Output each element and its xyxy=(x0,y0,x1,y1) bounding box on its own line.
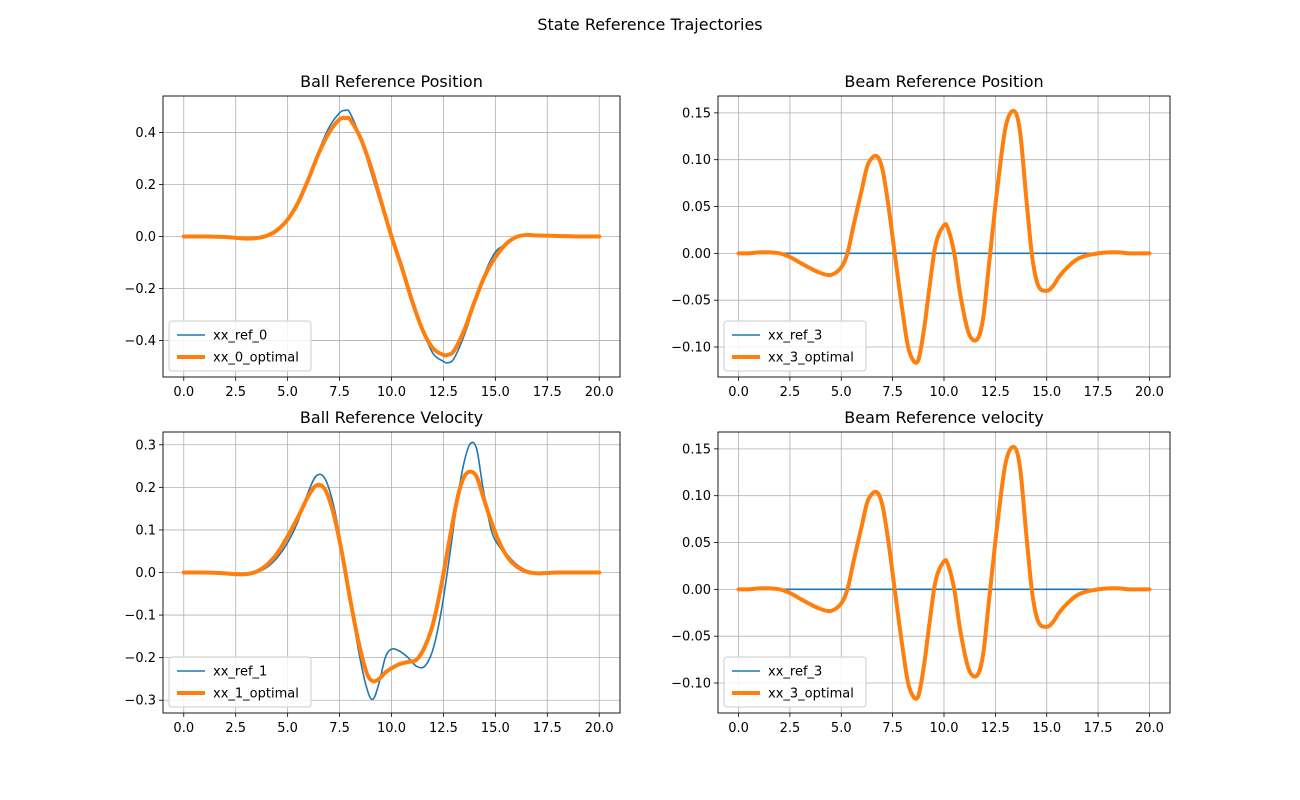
x-tick-label: 12.5 xyxy=(429,721,458,736)
subplot-1: 0.0 2.5 5.0 7.5 10.0 12.5 15.0 17.5 20.0 −0.4 −0.2… xyxy=(124,72,621,400)
x-tick-label: 0.0 xyxy=(173,385,194,400)
x-tick-label: 7.5 xyxy=(882,385,903,400)
series-group xyxy=(736,444,1152,701)
x-tick-label: 5.0 xyxy=(831,385,852,400)
x-tick-label: 7.5 xyxy=(882,721,903,736)
x-tick-label: 15.0 xyxy=(1032,385,1061,400)
y-tick-label: 0.3 xyxy=(135,438,156,453)
subplot-title: Ball Reference Velocity xyxy=(300,408,483,427)
x-tick-label: 12.5 xyxy=(981,721,1010,736)
legend: xx_ref_3 xx_3_optimal xyxy=(723,320,867,372)
x-tick-label: 10.0 xyxy=(930,385,959,400)
x-tick-label: 20.0 xyxy=(585,385,614,400)
legend-label: xx_3_optimal xyxy=(768,687,854,702)
legend: xx_ref_0 xx_0_optimal xyxy=(168,320,312,372)
x-tick-label: 2.5 xyxy=(225,721,246,736)
y-tick-label: 0.00 xyxy=(682,583,711,598)
x-tick-label: 5.0 xyxy=(277,721,298,736)
x-tick-label: 7.5 xyxy=(329,721,350,736)
x-tick-label: 17.5 xyxy=(533,385,562,400)
series-line-xx_1_optimal xyxy=(181,469,602,684)
subplot-title: Beam Reference velocity xyxy=(844,408,1043,427)
x-tick-label: 15.0 xyxy=(1032,721,1061,736)
x-tick-label: 0.0 xyxy=(173,721,194,736)
y-tick-label: −0.4 xyxy=(124,334,156,349)
y-tick-label: 0.0 xyxy=(135,566,156,581)
x-tick-label: 17.5 xyxy=(1084,385,1113,400)
series-group xyxy=(181,109,602,364)
x-tick-label: 0.0 xyxy=(728,721,749,736)
x-tick-label: 12.5 xyxy=(981,385,1010,400)
legend-label: xx_1_optimal xyxy=(213,687,299,702)
axes-frame xyxy=(162,95,621,378)
x-tick-label: 20.0 xyxy=(1135,721,1164,736)
x-tick-label: 2.5 xyxy=(225,385,246,400)
x-tick-label: 2.5 xyxy=(780,721,801,736)
subplot-3: 0.0 2.5 5.0 7.5 10.0 12.5 15.0 17.5 20.0 −0.3 −0.2… xyxy=(124,408,621,736)
axes-frame xyxy=(717,95,1171,378)
x-tick-label: 12.5 xyxy=(429,385,458,400)
series-line-xx_3_optimal xyxy=(736,108,1152,365)
legend-label: xx_3_optimal xyxy=(768,351,854,366)
x-tick-label: 17.5 xyxy=(533,721,562,736)
subplots: 0.0 2.5 5.0 7.5 10.0 12.5 15.0 17.5 20.0 −0.4 −0.2… xyxy=(124,72,1171,736)
x-tick-label: 17.5 xyxy=(1084,721,1113,736)
x-tick-label: 20.0 xyxy=(585,721,614,736)
x-tick-label: 5.0 xyxy=(277,385,298,400)
y-tick-label: 0.05 xyxy=(682,536,711,551)
subplot-2: 0.0 2.5 5.0 7.5 10.0 12.5 15.0 17.5 20.0 −0.10 −0.… xyxy=(671,72,1171,400)
x-tick-label: 7.5 xyxy=(329,385,350,400)
series-line-xx_0_optimal xyxy=(181,115,602,358)
y-tick-label: −0.1 xyxy=(124,609,156,624)
y-tick-label: 0.0 xyxy=(135,230,156,245)
y-tick-label: −0.10 xyxy=(671,341,711,356)
series-line-xx_3_optimal xyxy=(736,444,1152,701)
legend-label: xx_ref_0 xyxy=(213,329,267,344)
axes-frame xyxy=(717,431,1171,714)
x-tick-label: 15.0 xyxy=(481,721,510,736)
legend-label: xx_ref_3 xyxy=(768,329,822,344)
y-tick-label: −0.2 xyxy=(124,651,156,666)
figure-title: State Reference Trajectories xyxy=(537,15,762,34)
subplot-4: 0.0 2.5 5.0 7.5 10.0 12.5 15.0 17.5 20.0 −0.10 −0.… xyxy=(671,408,1171,736)
x-tick-label: 15.0 xyxy=(481,385,510,400)
y-tick-label: −0.05 xyxy=(671,630,711,645)
series-group xyxy=(736,108,1152,365)
y-tick-label: −0.10 xyxy=(671,677,711,692)
legend-label: xx_0_optimal xyxy=(213,351,299,366)
subplot-title: Beam Reference Position xyxy=(844,72,1043,91)
x-tick-label: 5.0 xyxy=(831,721,852,736)
x-tick-label: 10.0 xyxy=(377,721,406,736)
x-tick-label: 10.0 xyxy=(377,385,406,400)
y-tick-label: 0.2 xyxy=(135,481,156,496)
y-tick-label: 0.1 xyxy=(135,523,156,538)
y-tick-label: 0.10 xyxy=(682,489,711,504)
x-tick-label: 20.0 xyxy=(1135,385,1164,400)
y-tick-label: 0.05 xyxy=(682,200,711,215)
y-tick-label: −0.3 xyxy=(124,694,156,709)
y-tick-label: 0.15 xyxy=(682,442,711,457)
y-tick-label: 0.2 xyxy=(135,178,156,193)
legend: xx_ref_1 xx_1_optimal xyxy=(168,656,312,708)
axes-frame xyxy=(162,431,621,714)
legend-label: xx_ref_3 xyxy=(768,665,822,680)
x-tick-label: 0.0 xyxy=(728,385,749,400)
y-tick-label: 0.10 xyxy=(682,153,711,168)
y-tick-label: 0.4 xyxy=(135,126,156,141)
subplot-title: Ball Reference Position xyxy=(300,72,483,91)
y-tick-label: −0.05 xyxy=(671,294,711,309)
series-group xyxy=(181,441,602,701)
x-tick-label: 10.0 xyxy=(930,721,959,736)
y-tick-label: 0.00 xyxy=(682,247,711,262)
y-tick-label: −0.2 xyxy=(124,282,156,297)
legend: xx_ref_3 xx_3_optimal xyxy=(723,656,867,708)
x-tick-label: 2.5 xyxy=(780,385,801,400)
y-tick-label: 0.15 xyxy=(682,106,711,121)
legend-label: xx_ref_1 xyxy=(213,665,267,680)
